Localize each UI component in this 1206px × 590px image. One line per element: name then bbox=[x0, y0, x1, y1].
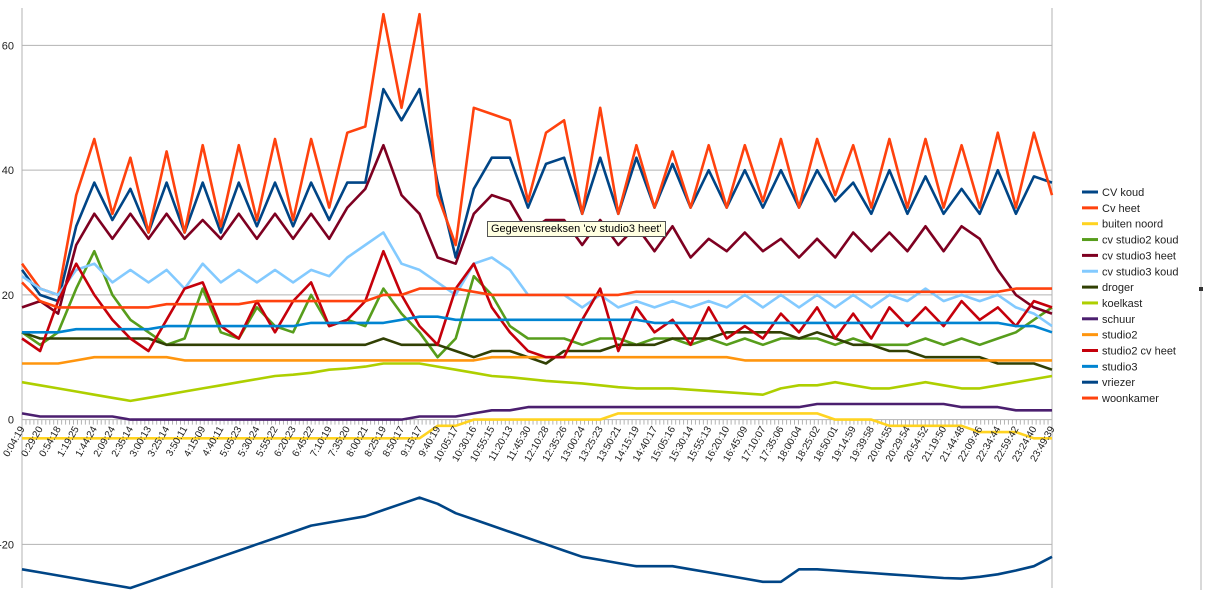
legend-label: vriezer bbox=[1102, 377, 1135, 389]
legend-label: droger bbox=[1102, 282, 1134, 294]
selection-handle[interactable] bbox=[1199, 287, 1203, 291]
legend-label: cv studio2 koud bbox=[1102, 235, 1178, 247]
y-tick-label: 40 bbox=[2, 165, 14, 177]
series-line-cv-studio3-koud[interactable] bbox=[21, 231, 1053, 328]
legend-label: buiten noord bbox=[1102, 219, 1163, 231]
legend-label: cv studio3 heet bbox=[1102, 250, 1176, 262]
x-tick-labels: 0:04:190:29:200:54:181:19:251:44:242:09:… bbox=[1, 424, 1057, 464]
legend: CV koud Cv heet buiten noord cv studio2 kou… bbox=[1082, 187, 1178, 405]
series-line-studio2[interactable] bbox=[22, 355, 1052, 365]
series-line-droger[interactable] bbox=[21, 330, 1053, 371]
legend-label: cv studio3 koud bbox=[1102, 266, 1178, 278]
legend-label: studio3 bbox=[1102, 361, 1137, 373]
series-tooltip: Gegevensreeksen 'cv studio3 heet' bbox=[487, 221, 666, 237]
series-line-cv-koud[interactable] bbox=[20, 87, 1053, 303]
series-line-woonkamer[interactable] bbox=[21, 281, 1052, 309]
y-tick-label: -20 bbox=[0, 539, 14, 551]
series-line-schuur[interactable] bbox=[21, 402, 1052, 421]
legend-label: CV koud bbox=[1102, 187, 1144, 199]
y-tick-labels: 60 40 20 0 -20 bbox=[0, 40, 14, 551]
legend-label: studio2 cv heet bbox=[1102, 346, 1176, 358]
series-line-vriezer[interactable] bbox=[21, 496, 1053, 590]
series-line-cv-heet[interactable] bbox=[20, 12, 1054, 297]
legend-label: schuur bbox=[1102, 314, 1135, 326]
series-line-buiten-noord[interactable] bbox=[22, 412, 1052, 440]
y-tick-label: 0 bbox=[8, 415, 14, 427]
series-line-cv-studio2-koud[interactable] bbox=[21, 249, 1053, 359]
y-tick-label: 20 bbox=[2, 290, 14, 302]
legend-label: Cv heet bbox=[1102, 203, 1140, 215]
legend-label: koelkast bbox=[1102, 298, 1142, 310]
legend-label: woonkamer bbox=[1101, 393, 1159, 405]
series-line-studio3[interactable] bbox=[22, 315, 1053, 334]
y-tick-label: 60 bbox=[2, 40, 14, 52]
series-line-koelkast[interactable] bbox=[21, 362, 1053, 403]
series-lines bbox=[20, 12, 1054, 590]
legend-label: studio2 bbox=[1102, 330, 1137, 342]
